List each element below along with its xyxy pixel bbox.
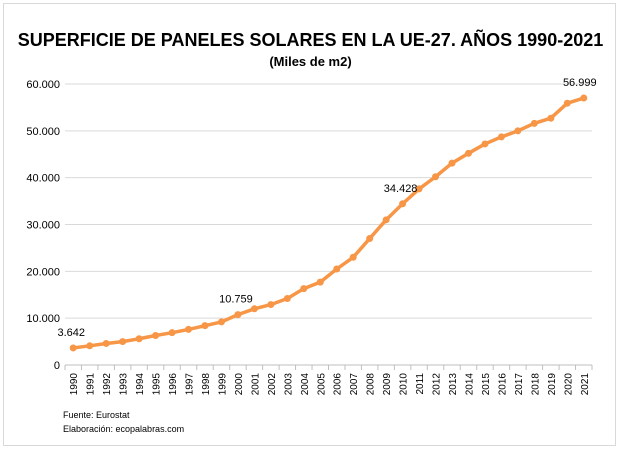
x-tick-label: 2011 (415, 373, 426, 395)
data-point (316, 278, 324, 286)
data-point (217, 318, 225, 326)
data-point (530, 119, 538, 127)
credit-note: Elaboración: ecopalabras.com (63, 424, 185, 434)
chart-title: SUPERFICIE DE PANELES SOLARES EN LA UE-2… (17, 30, 604, 50)
x-tick-label: 2005 (316, 373, 327, 396)
y-tick-label: 30.000 (26, 220, 60, 232)
x-tick-label: 2019 (547, 373, 558, 396)
y-tick-label: 50.000 (26, 126, 60, 138)
data-point (448, 159, 456, 167)
x-tick-label: 2003 (283, 373, 294, 396)
data-point (563, 99, 571, 107)
x-tick-label: 2008 (366, 373, 377, 396)
data-point (481, 140, 489, 148)
x-tick-label: 2004 (300, 373, 311, 396)
y-tick-label: 60.000 (26, 79, 60, 91)
x-tick-label: 1990 (69, 373, 80, 396)
x-tick-label: 2002 (267, 373, 278, 396)
y-tick-label: 10.000 (26, 313, 60, 325)
x-tick-label: 2009 (382, 373, 393, 396)
data-point (201, 322, 209, 330)
x-tick-label: 2017 (514, 373, 525, 396)
x-tick-label: 2012 (432, 373, 443, 396)
x-tick-label: 2020 (563, 373, 574, 396)
data-point (415, 185, 423, 193)
data-point (168, 329, 176, 337)
x-tick-label: 2014 (464, 373, 475, 396)
data-point (185, 325, 193, 333)
data-point (135, 335, 143, 343)
data-point (102, 339, 110, 347)
data-point (432, 173, 440, 181)
data-point (366, 235, 374, 243)
x-tick-label: 1995 (152, 373, 163, 396)
data-point (119, 338, 127, 346)
y-tick-label: 0 (54, 360, 60, 372)
data-point (69, 344, 77, 352)
x-tick-label: 2006 (333, 373, 344, 396)
data-point (399, 200, 407, 208)
data-point (283, 294, 291, 302)
data-point (267, 301, 275, 309)
data-point (547, 114, 555, 122)
x-tick-label: 1997 (185, 373, 196, 396)
x-tick-label: 2018 (530, 373, 541, 396)
x-tick-label: 1991 (86, 373, 97, 396)
data-point (300, 285, 308, 293)
data-point (464, 149, 472, 157)
data-point (234, 311, 242, 319)
x-tick-label: 1994 (135, 373, 146, 396)
data-point (333, 265, 341, 273)
chart-frame (3, 3, 616, 446)
source-note: Fuente: Eurostat (63, 410, 130, 420)
x-tick-label: 1992 (102, 373, 113, 396)
x-tick-label: 1996 (168, 373, 179, 396)
x-tick-label: 2007 (349, 373, 360, 396)
y-tick-label: 40.000 (26, 173, 60, 185)
x-tick-label: 2021 (580, 373, 591, 396)
x-tick-label: 2000 (234, 373, 245, 396)
data-label: 56.999 (563, 77, 597, 89)
data-point (382, 216, 390, 224)
series-line (73, 96, 585, 350)
data-label: 3.642 (57, 327, 85, 339)
x-tick-label: 2013 (448, 373, 459, 396)
chart-subtitle: (Miles de m2) (269, 54, 352, 69)
x-tick-label: 1999 (217, 373, 228, 396)
data-point (250, 305, 258, 313)
data-point (349, 253, 357, 261)
data-point (497, 133, 505, 141)
data-label: 34.428 (384, 183, 418, 195)
x-tick-label: 2001 (250, 373, 261, 396)
x-tick-label: 2015 (481, 373, 492, 396)
x-tick-label: 1998 (201, 373, 212, 396)
x-tick-label: 2016 (497, 373, 508, 396)
data-point (514, 127, 522, 135)
data-point (152, 331, 160, 339)
y-tick-label: 20.000 (26, 266, 60, 278)
data-point (580, 94, 588, 102)
data-label: 10.759 (219, 294, 253, 306)
x-tick-label: 1993 (119, 373, 130, 396)
x-tick-label: 2010 (399, 373, 410, 396)
data-point (86, 342, 94, 350)
